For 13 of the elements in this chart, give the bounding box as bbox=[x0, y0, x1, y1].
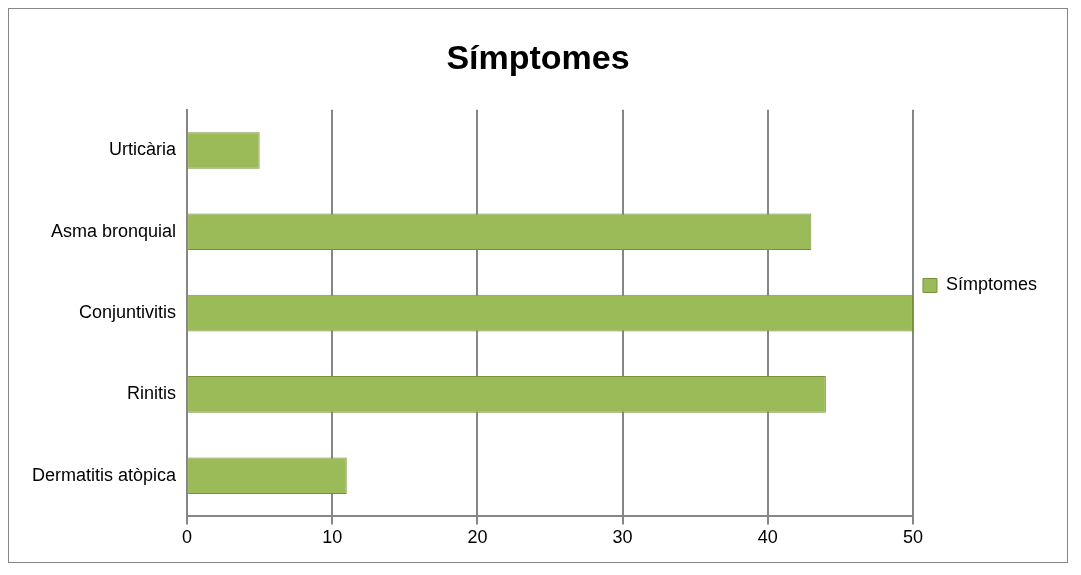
x-tick-label: 40 bbox=[757, 527, 778, 548]
x-tick-label: 10 bbox=[322, 527, 343, 548]
y-tick-label: Conjuntivitis bbox=[79, 302, 177, 323]
x-tick-label: 20 bbox=[467, 527, 488, 548]
x-tick-label: 0 bbox=[182, 527, 193, 548]
x-tick-label: 30 bbox=[612, 527, 633, 548]
y-tick-label: Rinitis bbox=[127, 383, 177, 404]
y-tick-label: Dermatitis atòpica bbox=[31, 464, 178, 485]
y-tick-label: Asma bronquial bbox=[50, 220, 177, 241]
y-tick-label: Urticària bbox=[109, 139, 178, 160]
legend-label: Símptomes bbox=[945, 274, 1037, 295]
chart-title: Símptomes bbox=[446, 37, 630, 76]
x-tick-label: 50 bbox=[902, 527, 923, 548]
